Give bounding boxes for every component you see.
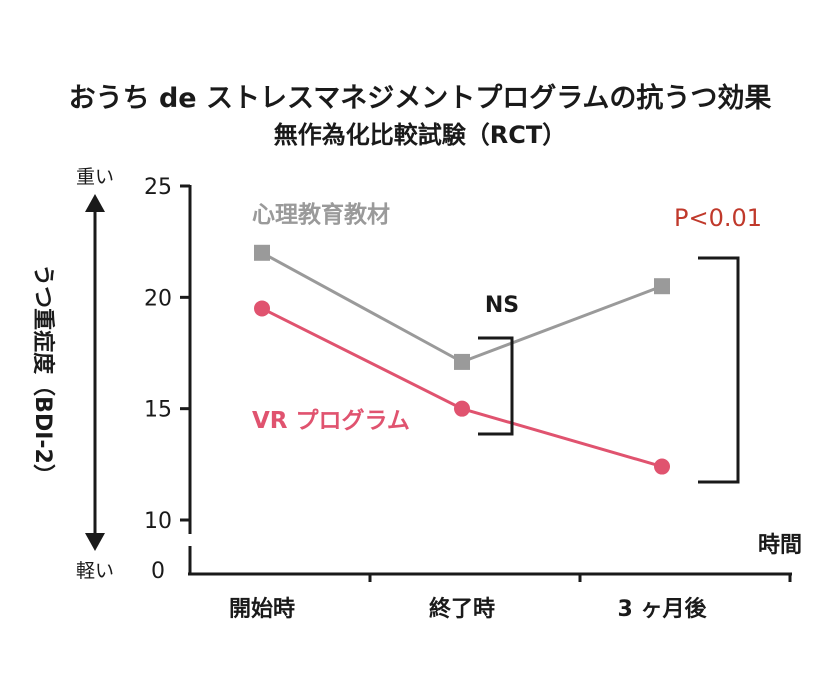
- x-category-label: 終了時: [429, 596, 495, 622]
- series-point-square: [254, 244, 270, 261]
- severity-arrow: [85, 194, 105, 551]
- series-point-square: [654, 278, 670, 295]
- series-point-circle: [454, 400, 470, 417]
- y-zero-label: 0: [151, 559, 165, 584]
- p-bracket: [698, 256, 740, 484]
- x-axis-label: 時間: [758, 533, 802, 558]
- y-tick-label: 15: [144, 398, 172, 423]
- chart-subtitle: 無作為化比較試験（RCT）: [274, 121, 566, 149]
- series-point-circle: [654, 458, 670, 475]
- p-value-annotation: P<0.01: [674, 204, 762, 232]
- series-label-psychoeducation: 心理教育教材: [252, 201, 390, 228]
- series-layer: [254, 244, 670, 475]
- chart-title: おうち de ストレスマネジメントプログラムの抗うつ効果: [69, 82, 772, 114]
- ns-annotation: NS: [485, 293, 519, 318]
- series-label-vr: VR プログラム: [252, 407, 410, 434]
- y-axis-label: うつ重症度（BDI-2）: [30, 264, 56, 486]
- series-line-1: [261, 307, 663, 469]
- series-line-0: [261, 251, 663, 364]
- x-category-label: 3 ヶ月後: [618, 596, 708, 622]
- ns-bracket: [478, 336, 514, 436]
- y-bottom-label: 軽い: [76, 560, 114, 582]
- series-point-circle: [254, 300, 270, 317]
- y-tick-label: 20: [144, 286, 172, 311]
- y-tick-label: 10: [144, 509, 172, 534]
- series-point-square: [454, 353, 470, 370]
- y-top-label: 重い: [76, 166, 114, 188]
- x-category-label: 開始時: [229, 596, 295, 622]
- y-ticks: 25 20 15 10: [144, 175, 190, 534]
- x-ticks: 開始時 終了時 3 ヶ月後: [229, 574, 792, 622]
- y-tick-label: 25: [144, 175, 172, 200]
